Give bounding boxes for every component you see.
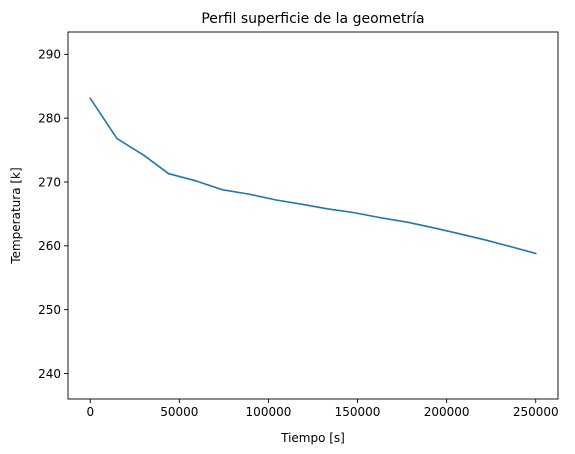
chart-title: Perfil superficie de la geometría (201, 11, 424, 27)
x-tick-label: 50000 (160, 405, 198, 419)
x-axis-ticks: 0 50000 100000 150000 200000 250000 (86, 399, 559, 419)
x-axis-label: Tiempo [s] (280, 431, 345, 445)
plot-area (67, 31, 559, 400)
y-axis-label: Temperatura [k] (9, 167, 23, 264)
y-tick-label: 280 (38, 111, 61, 125)
x-tick-label: 0 (86, 405, 94, 419)
plot-frame (67, 31, 559, 400)
x-tick-label: 150000 (335, 405, 381, 419)
y-tick-label: 240 (38, 367, 61, 381)
x-tick-label: 250000 (513, 405, 559, 419)
y-axis-ticks: 240 250 260 270 280 290 (38, 48, 68, 381)
series-line-0 (89, 97, 537, 255)
x-tick-label: 100000 (246, 405, 292, 419)
y-tick-label: 250 (38, 303, 61, 317)
x-tick-label: 200000 (424, 405, 470, 419)
y-tick-label: 260 (38, 239, 61, 253)
y-tick-label: 270 (38, 175, 61, 189)
y-tick-label: 290 (38, 48, 61, 62)
